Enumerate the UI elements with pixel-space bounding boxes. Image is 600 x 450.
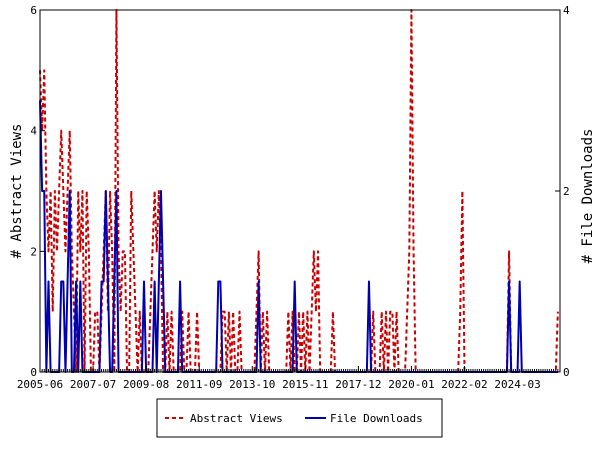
x-tick-label: 2024-03: [494, 378, 540, 391]
series-line-abstract-views: [39, 9, 559, 373]
x-tick-label: 2020-01: [388, 378, 434, 391]
y-left-tick-label: 4: [30, 125, 37, 138]
legend: Abstract Views File Downloads: [156, 398, 443, 438]
legend-box: [156, 398, 443, 438]
legend-label-abstract-views: Abstract Views: [190, 412, 283, 425]
x-tick-label: 2007-07: [70, 378, 116, 391]
x-tick-label: 2009-08: [123, 378, 169, 391]
y-right-axis-title: # File Downloads: [580, 129, 596, 264]
y-right-tick-label: 2: [563, 185, 570, 198]
x-tick-label: 2011-09: [176, 378, 222, 391]
y-left-tick-label: 0: [30, 366, 37, 379]
y-left-tick-label: 2: [30, 245, 37, 258]
x-tick-label: 2005-06: [17, 378, 63, 391]
axis-ticks: 2005-06 2007-07 2009-08 2011-09 2013-10 2015-…: [17, 4, 570, 391]
x-tick-label: 2013-10: [229, 378, 275, 391]
x-tick-label: 2017-12: [335, 378, 381, 391]
y-left-axis-title: # Abstract Views: [9, 124, 25, 259]
x-tick-label: 2022-02: [441, 378, 487, 391]
y-right-tick-label: 0: [563, 366, 570, 379]
x-tick-label: 2015-11: [282, 378, 328, 391]
y-right-tick-label: 4: [563, 4, 570, 17]
legend-label-file-downloads: File Downloads: [330, 412, 423, 425]
y-left-tick-label: 6: [30, 4, 37, 17]
